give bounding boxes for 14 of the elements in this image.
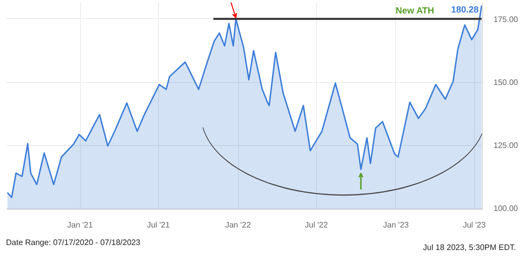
text: Jul 18 2023, 5:30PM EDT. — [423, 242, 516, 254]
y-tick-label: 150.00 — [494, 78, 519, 88]
y-tick-label: 175.00 — [494, 14, 519, 24]
x-tick-label: Jan '22 — [225, 220, 252, 230]
text: Date Range: 07/17/2020 - 07/18/2023 — [6, 237, 140, 248]
x-tick-label: Jan '21 — [67, 220, 94, 230]
x-tick-label: Jan '23 — [383, 220, 410, 230]
annotation: New ATH — [396, 6, 434, 16]
data-label: 180.28 — [451, 4, 479, 15]
x-tick-label: Jul '22 — [304, 220, 328, 230]
y-tick-label: 125.00 — [494, 141, 519, 150]
x-tick-label: Jul '21 — [146, 220, 170, 230]
x-tick-label: Jul '23 — [462, 220, 486, 230]
y-tick-label: 100.00 — [494, 204, 519, 214]
